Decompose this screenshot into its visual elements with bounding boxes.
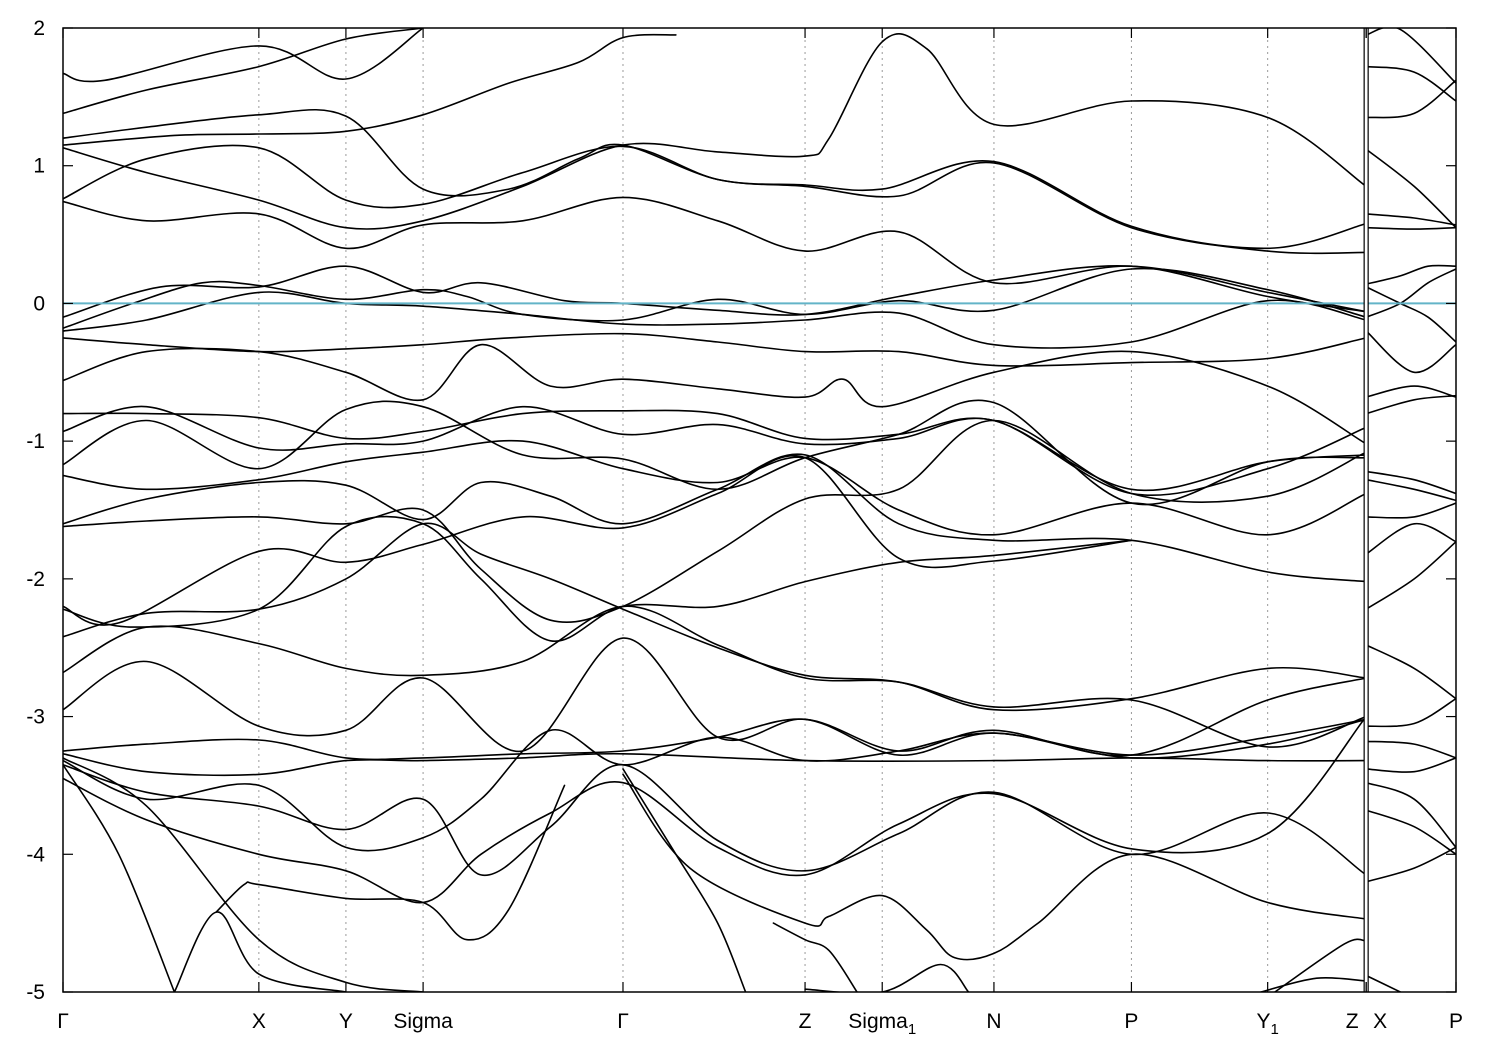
band-line — [1260, 976, 1367, 992]
band-line — [1365, 540, 1456, 610]
band-line — [1365, 522, 1456, 555]
band-line — [63, 757, 424, 992]
band-line — [63, 515, 1133, 642]
band-line — [1365, 79, 1456, 119]
band-line — [1365, 264, 1456, 285]
x-tick-label: Γ — [617, 1010, 629, 1033]
band-line — [1365, 148, 1456, 229]
band-line — [63, 522, 1367, 712]
band-line — [63, 108, 1367, 250]
band-line — [63, 752, 1367, 777]
band-line — [63, 33, 1367, 230]
band-line — [63, 763, 1367, 876]
band-line — [63, 605, 1367, 748]
band-line — [1365, 470, 1456, 495]
y-tick-label: 0 — [33, 292, 45, 315]
y-tick-label: -4 — [26, 843, 45, 866]
y-tick-label: -1 — [26, 430, 45, 453]
plot-frame — [62, 27, 1457, 993]
y-tick-label: 1 — [33, 155, 45, 178]
x-tick-label: Sigma — [393, 1010, 453, 1033]
band-line — [173, 911, 347, 992]
band-line — [63, 718, 1367, 852]
y-tick-label: 2 — [33, 17, 45, 40]
x-tick-label: Z — [1346, 1010, 1359, 1033]
x-tick-label: N — [986, 1010, 1001, 1033]
band-line — [63, 267, 1367, 329]
band-line — [1365, 846, 1456, 883]
y-tick-label: -3 — [26, 706, 45, 729]
band-line — [63, 33, 677, 146]
y-axis: -5 -4 -3 -2 -1 0 1 2 — [26, 17, 1457, 1004]
band-line — [215, 784, 566, 941]
band-line — [63, 332, 1367, 367]
band-line — [63, 419, 1367, 624]
band-line — [1365, 213, 1456, 226]
band-line — [1365, 65, 1456, 102]
x-tick-label: Y — [339, 1010, 353, 1033]
band-line — [622, 768, 747, 992]
band-line — [1365, 330, 1456, 374]
band-line — [1365, 974, 1402, 992]
band-line — [63, 439, 1367, 536]
x-tick-label: Γ — [57, 1010, 69, 1033]
band-line — [1274, 938, 1367, 992]
band-lines — [63, 28, 1456, 992]
x-tick-label: Z — [799, 1010, 812, 1033]
segment-break — [1363, 28, 1369, 992]
band-line — [63, 399, 1367, 506]
band-line — [63, 715, 1367, 904]
band-line — [1365, 385, 1456, 398]
band-line — [63, 291, 1367, 349]
band-line — [1365, 757, 1456, 773]
x-axis: Γ X Y Sigma Γ Z Sigma1 N P Y1 Z X P — [57, 1010, 1463, 1038]
band-line — [63, 144, 1367, 255]
break-gap — [1364, 28, 1369, 992]
y-tick-label: -5 — [26, 981, 45, 1004]
band-line — [1365, 502, 1456, 519]
band-line — [1365, 268, 1456, 318]
band-line — [1365, 781, 1456, 849]
band-line — [63, 28, 424, 115]
band-line — [1365, 809, 1456, 856]
band-line — [63, 28, 424, 83]
band-line — [1365, 478, 1456, 502]
band-line — [1365, 740, 1456, 759]
band-line — [622, 773, 1367, 961]
band-line — [1365, 286, 1456, 343]
x-tick-label: X — [252, 1010, 266, 1033]
band-line — [1365, 644, 1456, 700]
band-line — [1365, 226, 1456, 230]
x-tick-label: P — [1124, 1010, 1138, 1033]
band-line — [1365, 28, 1456, 84]
band-line — [63, 343, 1367, 445]
band-line — [804, 963, 970, 992]
band-line — [63, 409, 1367, 492]
band-line — [63, 265, 1367, 318]
x-tick-label: P — [1449, 1010, 1463, 1033]
band-line — [63, 196, 1367, 313]
x-tick-label: Sigma1 — [848, 1010, 916, 1038]
band-line — [772, 922, 858, 992]
band-line — [1365, 697, 1456, 728]
band-line — [63, 453, 1367, 583]
y-tick-label: -2 — [26, 568, 45, 591]
band-line — [63, 764, 176, 992]
band-line — [1365, 394, 1456, 415]
x-tick-label: Y1 — [1256, 1010, 1278, 1038]
x-tick-label: X — [1373, 1010, 1387, 1033]
band-line — [63, 455, 1133, 626]
